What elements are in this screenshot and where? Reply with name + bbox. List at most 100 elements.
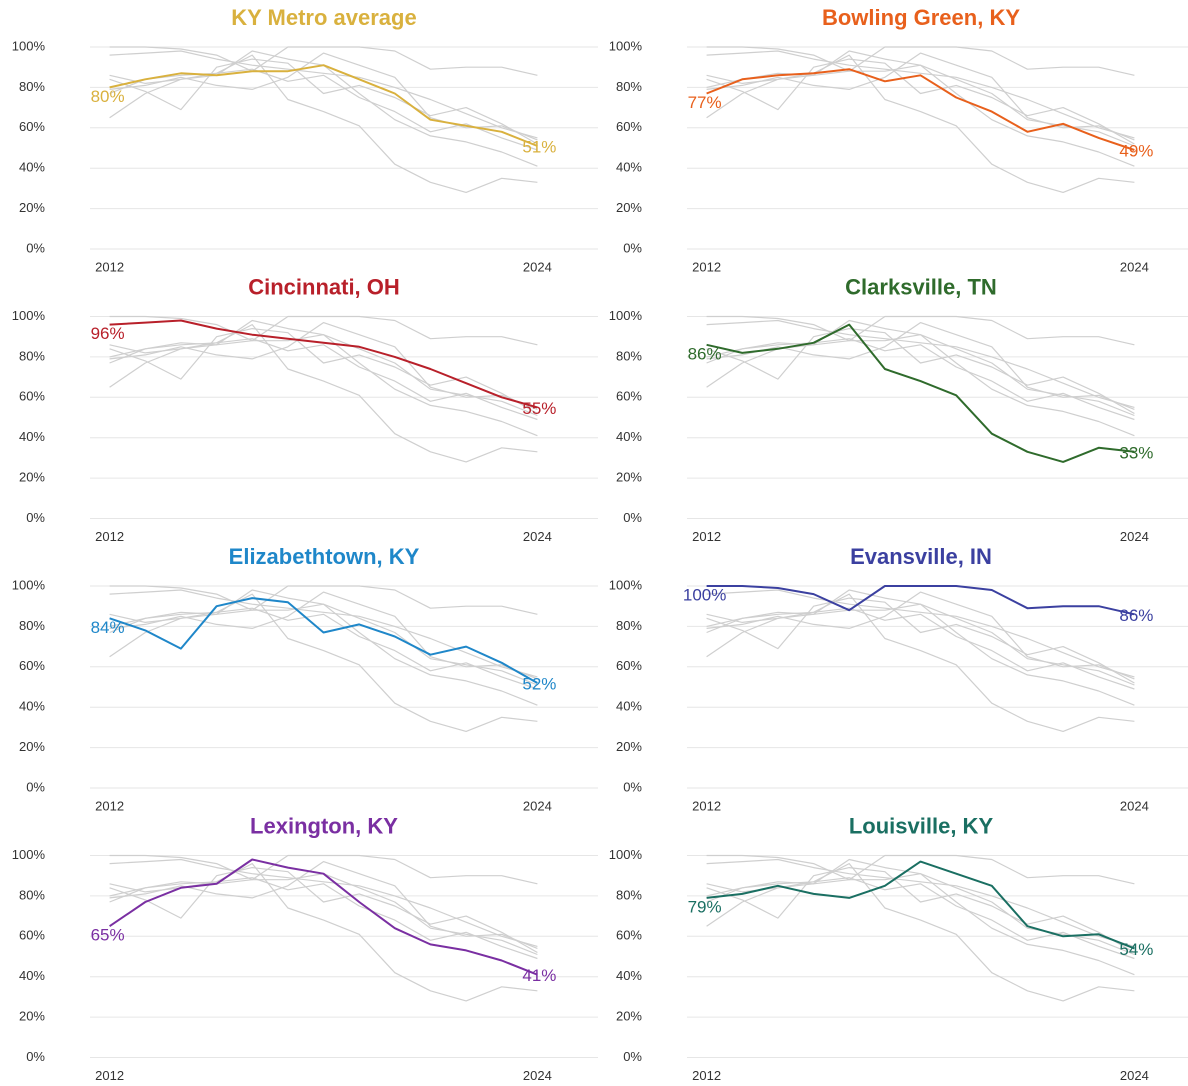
context-line: [109, 877, 538, 960]
y-tick-label: 100%: [12, 847, 46, 862]
x-tick-label: 2024: [1120, 529, 1149, 544]
x-tick-label: 2012: [95, 259, 124, 274]
context-line: [706, 319, 1135, 408]
context-line: [706, 591, 1135, 680]
x-tick-label: 2012: [95, 1068, 124, 1083]
context-line: [109, 589, 538, 678]
y-tick-label: 60%: [616, 389, 642, 404]
y-tick-label: 60%: [19, 389, 45, 404]
value-label: 51%: [522, 137, 556, 156]
value-label: 41%: [522, 966, 556, 985]
highlight-line: [706, 860, 1135, 950]
panel-title: Clarksville, TN: [845, 274, 997, 299]
y-tick-label: 60%: [616, 119, 642, 134]
highlight-line: [706, 585, 1135, 616]
x-tick-label: 2012: [95, 529, 124, 544]
y-tick-label: 40%: [19, 699, 45, 714]
y-tick-label: 0%: [623, 240, 642, 255]
y-tick-label: 40%: [616, 160, 642, 175]
panel: Bowling Green, KY 0% 20% 40% 60% 80% 100% 2012 2…: [609, 5, 1188, 274]
value-label: 49%: [1119, 142, 1153, 161]
context-line: [706, 50, 1135, 139]
value-label: 77%: [688, 93, 722, 112]
y-tick-label: 80%: [616, 348, 642, 363]
y-tick-label: 100%: [12, 38, 46, 53]
panel: Louisville, KY 0% 20% 40% 60% 80% 100% 2012 2024…: [609, 813, 1188, 1083]
value-label: 65%: [91, 926, 125, 945]
value-label: 86%: [1119, 606, 1153, 625]
panel-title: Evansville, IN: [850, 544, 992, 569]
value-label: 96%: [91, 324, 125, 343]
y-tick-label: 100%: [609, 577, 643, 592]
panel-title: Lexington, KY: [250, 813, 398, 838]
y-tick-label: 20%: [616, 200, 642, 215]
panel: Evansville, IN 0% 20% 40% 60% 80% 100% 2012 2024…: [609, 544, 1188, 813]
y-tick-label: 20%: [616, 1009, 642, 1024]
x-tick-label: 2024: [1120, 1068, 1149, 1083]
value-label: 52%: [522, 674, 556, 693]
y-tick-label: 20%: [616, 739, 642, 754]
value-label: 79%: [688, 897, 722, 916]
context-line: [706, 589, 1135, 706]
highlight-line: [109, 64, 538, 147]
highlight-line: [706, 68, 1135, 151]
context-line: [109, 322, 538, 410]
y-tick-label: 80%: [19, 887, 45, 902]
context-line: [109, 50, 538, 139]
context-line: [109, 589, 538, 706]
y-tick-label: 100%: [12, 577, 46, 592]
panel: Clarksville, TN 0% 20% 40% 60% 80% 100% 2012 202…: [609, 274, 1188, 544]
x-tick-label: 2024: [1120, 259, 1149, 274]
y-tick-label: 80%: [616, 887, 642, 902]
y-tick-label: 20%: [19, 739, 45, 754]
y-tick-label: 20%: [19, 470, 45, 485]
value-label: 86%: [688, 344, 722, 363]
y-tick-label: 100%: [12, 308, 46, 323]
y-tick-label: 60%: [616, 658, 642, 673]
highlight-line: [706, 323, 1135, 463]
context-line: [706, 315, 1135, 346]
context-line: [706, 589, 1135, 678]
context-line: [706, 854, 1135, 885]
y-tick-label: 20%: [616, 470, 642, 485]
panel: Lexington, KY 0% 20% 40% 60% 80% 100% 2012 2024 6…: [12, 813, 598, 1083]
y-tick-label: 40%: [616, 968, 642, 983]
highlight-line: [109, 597, 538, 684]
context-line: [706, 338, 1135, 421]
context-line: [109, 328, 538, 415]
context-line: [706, 328, 1135, 415]
context-line: [109, 861, 538, 949]
x-tick-label: 2024: [523, 259, 552, 274]
value-label: 100%: [683, 585, 726, 604]
context-line: [706, 858, 1135, 947]
context-line: [109, 585, 538, 615]
y-tick-label: 0%: [26, 510, 45, 525]
y-tick-label: 40%: [19, 429, 45, 444]
y-tick-label: 40%: [616, 429, 642, 444]
context-line: [109, 319, 538, 437]
context-line: [706, 50, 1135, 167]
x-tick-label: 2024: [523, 798, 552, 813]
y-tick-label: 40%: [616, 699, 642, 714]
y-tick-label: 80%: [19, 79, 45, 94]
context-line: [109, 50, 538, 167]
highlight-line: [109, 858, 538, 976]
context-line: [706, 607, 1135, 690]
panel-title: Cincinnati, OH: [248, 274, 400, 299]
context-line: [109, 854, 538, 885]
y-tick-label: 0%: [26, 240, 45, 255]
y-tick-label: 0%: [26, 1049, 45, 1064]
panel-title: Louisville, KY: [849, 813, 994, 838]
y-tick-label: 100%: [609, 308, 643, 323]
x-tick-label: 2024: [523, 1068, 552, 1083]
y-tick-label: 80%: [19, 348, 45, 363]
y-tick-label: 40%: [19, 968, 45, 983]
x-tick-label: 2012: [692, 529, 721, 544]
y-tick-label: 80%: [19, 618, 45, 633]
y-tick-label: 40%: [19, 160, 45, 175]
y-tick-label: 80%: [616, 618, 642, 633]
value-label: 33%: [1119, 443, 1153, 462]
x-tick-label: 2024: [1120, 798, 1149, 813]
